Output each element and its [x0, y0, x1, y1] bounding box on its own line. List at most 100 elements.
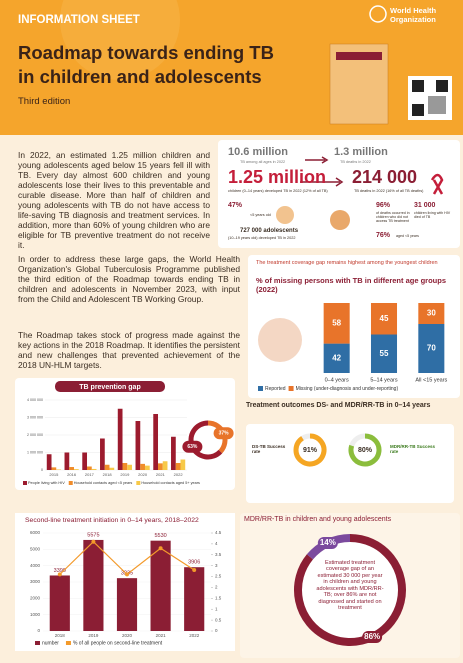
bar	[127, 464, 132, 470]
stat-value: 10.6 million	[228, 146, 288, 158]
title-line: in children and adolescents	[18, 66, 262, 87]
stat-label: TB among all ages in 2022	[240, 160, 286, 164]
x-tick-label: 2018	[55, 633, 66, 638]
edition: Third edition	[18, 96, 71, 107]
y2-tick-label: 1	[215, 606, 218, 611]
bar-segment	[370, 303, 398, 335]
qr-pattern	[428, 96, 446, 114]
arrow-head	[335, 177, 344, 187]
cover-band	[336, 52, 382, 60]
bar	[83, 539, 104, 631]
stat-label: <5 years old	[250, 213, 271, 217]
data-label: 37%	[219, 431, 230, 437]
y2-tick-label: 2.5	[215, 574, 222, 579]
legend-label: number	[42, 640, 59, 646]
x-tick-label: 2017	[85, 472, 95, 477]
stat-value: 76%	[376, 232, 391, 239]
chart-title: Treatment outcomes DS- and MDR/RR-TB in …	[246, 402, 431, 409]
y-tick-label: 2 000 000	[27, 433, 43, 437]
stat-value: 727 000 adolescents	[240, 228, 299, 234]
legend-label: Missing (under-diagnosis and under-repor…	[296, 386, 399, 392]
legend-label: Household contacts aged 5+ years	[141, 481, 200, 485]
line-point	[57, 572, 62, 577]
chart-panel	[15, 378, 235, 490]
bar	[158, 463, 163, 470]
stat-label: (10–19 years old) developed TB in 2022	[228, 236, 296, 240]
legend-swatch	[258, 386, 263, 391]
legend-swatch	[68, 481, 73, 485]
label-badge	[213, 427, 234, 440]
stat-value: 96%	[376, 202, 391, 209]
paragraph: In 2022, an estimated 1.25 million child…	[18, 150, 210, 250]
bar	[51, 467, 57, 470]
gauge-label: DS-TB Success rate	[252, 444, 286, 455]
x-tick-label: 2015	[49, 472, 59, 477]
label-badge	[317, 536, 338, 549]
data-label: 80%	[358, 447, 373, 454]
legend-label: Reported	[265, 386, 286, 392]
stat-value: 1.3 million	[334, 146, 388, 158]
data-label: 58	[332, 318, 341, 327]
stat-label: children living with HIV died of TB	[414, 211, 451, 220]
bar	[116, 578, 138, 631]
y-tick-label: 5000	[30, 547, 41, 552]
line-point	[125, 572, 129, 577]
y-tick-label: 1 000 000	[27, 450, 43, 454]
who-emblem	[369, 5, 387, 23]
y2-tick-label: 0.5	[215, 617, 222, 622]
y2-tick-label: 3	[215, 563, 218, 568]
bar	[49, 575, 70, 631]
data-label: 63%	[187, 444, 198, 450]
org-name: World Health	[390, 6, 437, 15]
title-line: Roadmap towards ending TB	[18, 42, 274, 63]
bar	[175, 463, 181, 470]
y-tick-label: 0	[37, 628, 40, 633]
y-tick-label: 4 000 000	[27, 398, 43, 402]
bar	[162, 461, 168, 470]
people-icon	[330, 210, 350, 230]
bar	[46, 454, 52, 470]
chart-panel	[246, 424, 454, 503]
label-badge	[182, 440, 203, 453]
x-tick-label: 2021	[156, 633, 167, 638]
bar	[140, 463, 145, 470]
bar	[104, 464, 110, 470]
data-label: 42	[332, 353, 341, 362]
sheet-label: INFORMATION SHEET	[18, 14, 140, 26]
stat-value: 31 000	[414, 202, 436, 209]
data-label: 3906	[188, 560, 200, 566]
chart-title: Second-line treatment initiation in 0–14…	[25, 517, 199, 524]
data-label: 5530	[154, 533, 166, 539]
legend-swatch	[65, 641, 71, 645]
qr-corner	[412, 104, 424, 116]
stat-label: of deaths occurred in children who did n…	[376, 211, 410, 224]
stat-label: children (0–14 years) developed TB in 20…	[228, 189, 328, 193]
legend-swatch	[35, 641, 40, 645]
y-tick-label: 1000	[30, 612, 41, 617]
paragraph: In order to address these large gaps, th…	[18, 254, 240, 304]
stat-label: aged <5 years	[396, 234, 419, 238]
bar	[135, 421, 141, 470]
data-label: 70	[427, 344, 436, 353]
stat-value: 47%	[228, 202, 243, 209]
data-label: 14%	[320, 538, 336, 547]
bar-segment	[370, 334, 398, 373]
bar	[82, 452, 88, 470]
stat-value: 214 000	[352, 167, 418, 187]
donut-hole	[302, 542, 398, 638]
x-tick-label: 2019	[88, 633, 99, 638]
gauge-arc	[348, 433, 382, 467]
x-tick-label: 2018	[103, 472, 113, 477]
header-pattern	[60, 0, 180, 80]
bar	[91, 468, 97, 470]
y2-tick-label: 0	[215, 628, 218, 633]
chart-subtitle: % of missing persons with TB in differen…	[256, 276, 447, 294]
arrow-head	[321, 156, 329, 164]
bar	[184, 567, 205, 631]
x-tick-label: 0–4 years	[325, 377, 349, 383]
x-tick-label: 2021	[156, 472, 166, 477]
chart-title: The treatment coverage gap remains highe…	[256, 260, 438, 266]
line-point	[158, 546, 163, 551]
data-label: 86%	[364, 632, 380, 641]
